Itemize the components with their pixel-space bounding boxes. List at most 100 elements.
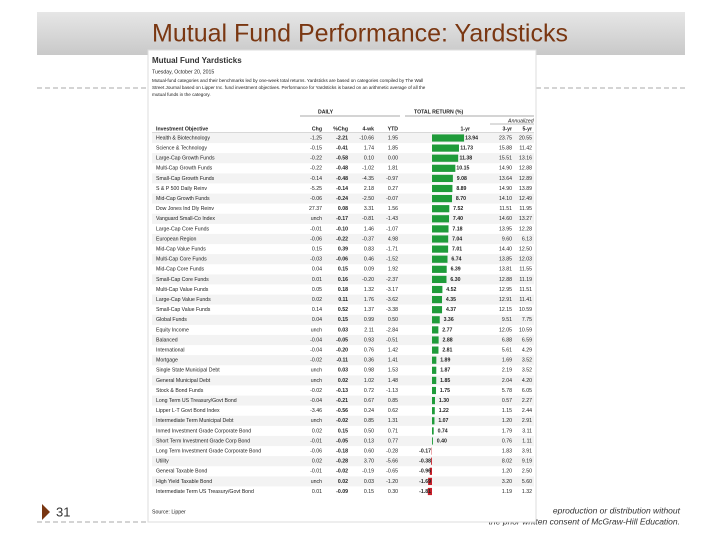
cell: 1.22 (439, 408, 449, 414)
cell: 0.14 (312, 307, 322, 313)
cell: -0.22 (310, 166, 322, 172)
cell: 0.02 (312, 428, 322, 434)
row-stripe (152, 153, 534, 164)
cell: 2.77 (442, 327, 452, 333)
column-header: 3-yr (502, 126, 512, 132)
cell: 12.91 (499, 297, 512, 303)
cell: 2.88 (443, 337, 453, 343)
return-bar (432, 265, 447, 273)
cell: -0.19 (362, 469, 374, 475)
cell: 1.85 (440, 378, 450, 384)
column-header: Investment Objective (156, 126, 208, 132)
cell: 4.98 (388, 236, 398, 242)
cell: -0.04 (310, 337, 322, 343)
row-stripe (152, 476, 534, 487)
cell: 0.15 (338, 428, 348, 434)
cell: 12.88 (499, 277, 512, 283)
cell: 13.85 (499, 257, 512, 263)
cell: 8.02 (502, 459, 512, 465)
row-stripe (152, 254, 534, 265)
cell: 11.38 (459, 156, 472, 162)
cell: 2.19 (502, 368, 512, 374)
return-bar (432, 255, 448, 263)
cell: 9.51 (502, 317, 512, 323)
objective: Lipper L-T Govt Bond Index (156, 408, 220, 414)
return-bar (431, 457, 432, 465)
cell: 3.11 (522, 428, 532, 434)
cell: -1.43 (386, 216, 398, 222)
cell: 13.27 (519, 216, 532, 222)
cell: 14.10 (499, 196, 512, 202)
cell: 13.64 (499, 176, 512, 182)
group-header: Annualized (507, 118, 535, 124)
cell: 2.91 (522, 418, 532, 424)
return-bar (429, 467, 432, 475)
cell: 1.15 (502, 408, 512, 414)
return-bar (432, 397, 435, 405)
cell: 0.18 (338, 287, 348, 293)
cell: 1.37 (364, 307, 374, 313)
cell: 8.89 (456, 186, 466, 192)
cell: 1.85 (388, 145, 398, 151)
cell: 5.61 (502, 347, 512, 353)
cell: 11.95 (519, 206, 532, 212)
cell: 14.60 (499, 216, 512, 222)
row-stripe (152, 395, 534, 406)
cell: -0.41 (336, 145, 348, 151)
cell: 4.20 (522, 378, 532, 384)
cell: 6.13 (522, 236, 532, 242)
objective: General Municipal Debt (156, 378, 211, 384)
cell: -1.13 (386, 388, 398, 394)
cell: -0.13 (336, 388, 348, 394)
return-bar (432, 275, 447, 283)
objective: Stock & Bond Funds (156, 388, 204, 394)
cell: 3.52 (522, 358, 532, 364)
cell: 7.40 (453, 216, 463, 222)
cell: 0.72 (364, 388, 374, 394)
cell: -0.28 (336, 459, 348, 465)
cell: -0.37 (362, 236, 374, 242)
cell: 6.30 (450, 277, 460, 283)
column-header: Chg (312, 126, 322, 132)
objective: Multi-Cap Core Funds (156, 257, 207, 263)
cell: -0.06 (310, 236, 322, 242)
objective: Global Funds (156, 317, 187, 323)
cell: 3.91 (522, 448, 532, 454)
cell: 7.04 (452, 236, 462, 242)
cell: 12.03 (519, 257, 532, 263)
cell: 11.51 (519, 287, 532, 293)
cell: 1.46 (364, 226, 374, 232)
cell: 1.95 (388, 135, 398, 141)
objective: Equity Income (156, 327, 189, 333)
cell: -0.04 (310, 398, 322, 404)
slide-title: Mutual Fund Performance: Yardsticks (152, 20, 568, 48)
cell: -0.48 (336, 166, 348, 172)
objective: Balanced (156, 337, 178, 343)
objective: Long Term Investment Grade Corporate Bon… (156, 448, 261, 454)
cell: 10.59 (519, 327, 532, 333)
objective: Inmed Investment Grade Corporate Bond (156, 428, 251, 434)
cell: -0.02 (336, 469, 348, 475)
cell: 12.49 (519, 196, 532, 202)
group-header: DAILY (318, 109, 334, 115)
cell: 1.42 (388, 347, 398, 353)
cell: unch (311, 378, 322, 384)
return-bar (432, 174, 453, 182)
cell: 1.83 (502, 448, 512, 454)
cell: 10.59 (519, 307, 532, 313)
cell: unch (311, 479, 322, 485)
cell: -0.09 (336, 489, 348, 495)
cell: 9.19 (522, 459, 532, 465)
cell: -10.66 (359, 135, 374, 141)
cell: 2.27 (522, 398, 532, 404)
cell: 0.40 (437, 438, 447, 444)
cell: 0.03 (338, 327, 348, 333)
cell: 0.99 (364, 317, 374, 323)
cell: 13.89 (519, 186, 532, 192)
cell: 11.51 (499, 206, 512, 212)
column-header: 5-yr (522, 126, 532, 132)
cell: 3.36 (444, 317, 454, 323)
cell: -3.46 (310, 408, 322, 414)
cell: -0.48 (336, 176, 348, 182)
